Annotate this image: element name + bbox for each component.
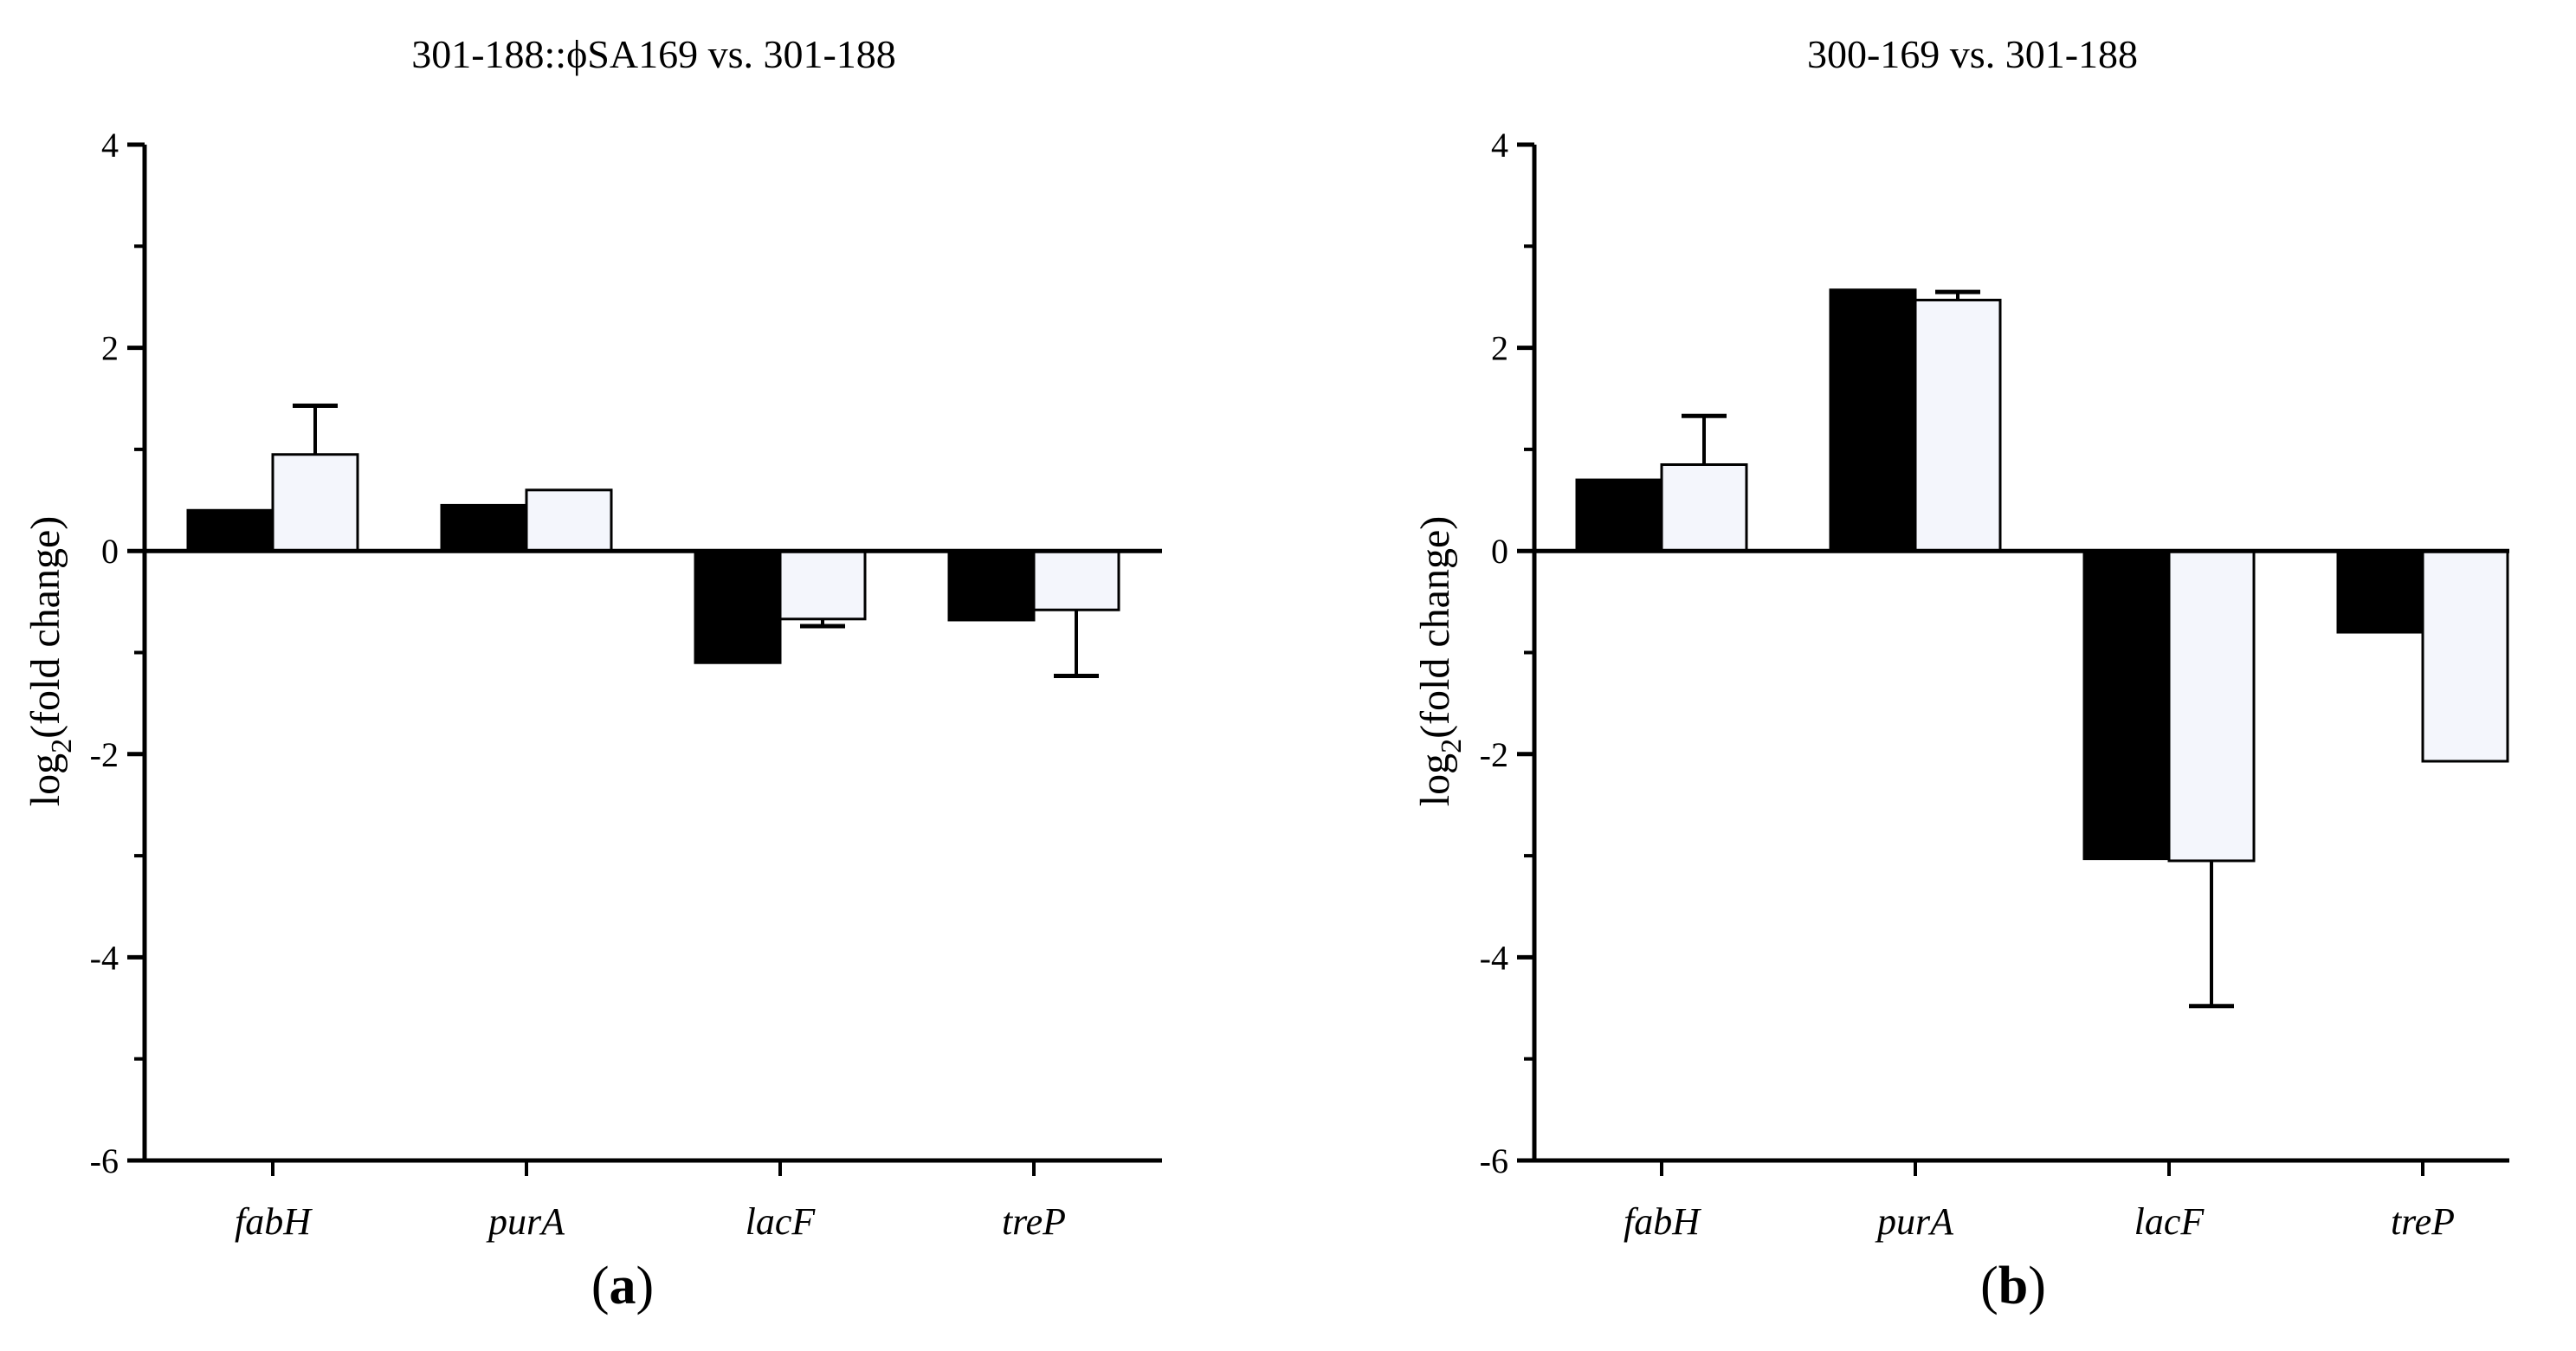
bar-lacF-series-1 (2082, 549, 2171, 861)
bar-treP-series-2 (2421, 549, 2509, 763)
bar-fabH-series-2 (271, 453, 359, 553)
bar-lacF-series-2 (2167, 549, 2256, 863)
bar-fabH-series-1 (186, 508, 274, 553)
y-tick-label: -4 (90, 938, 119, 977)
x-category-label: treP (1002, 1200, 1066, 1243)
x-category-label: purA (1875, 1200, 1954, 1243)
y-axis-label: log2(fold change) (23, 516, 78, 807)
bar-lacF-series-2 (778, 549, 867, 621)
bar-purA-series-2 (1914, 298, 2002, 553)
panel-label: (b) (1980, 1257, 2046, 1315)
y-tick-label: -6 (90, 1141, 119, 1180)
bar-purA-series-2 (525, 488, 613, 553)
y-tick-label: -2 (1480, 735, 1508, 774)
chart-title: 301-188::ϕSA169 vs. 301-188 (411, 32, 896, 76)
y-axis-label-suffix: (fold change) (1412, 516, 1458, 739)
panel-label: (a) (591, 1257, 654, 1315)
y-axis-label: log2(fold change) (1412, 516, 1468, 807)
y-axis-label-subscript: 2 (46, 739, 78, 753)
bar-lacF-series-1 (694, 549, 782, 664)
bar-treP-series-2 (1032, 549, 1120, 611)
y-tick-label: 2 (101, 329, 119, 368)
y-tick-label: 4 (101, 126, 119, 165)
y-axis-label-suffix: (fold change) (23, 516, 68, 739)
chart-panel-a: 301-188::ϕSA169 vs. 301-188-6-4-2024log2… (23, 32, 1162, 1315)
y-tick-label: 0 (101, 532, 119, 571)
y-tick-label: -2 (90, 735, 119, 774)
x-category-label: fabH (235, 1200, 313, 1243)
y-tick-label: 2 (1491, 329, 1508, 368)
x-category-label: fabH (1624, 1200, 1701, 1243)
y-axis-label-subscript: 2 (1436, 739, 1468, 753)
y-tick-label: 4 (1491, 126, 1508, 165)
panel-label-close: ) (636, 1257, 655, 1315)
chart-title: 300-169 vs. 301-188 (1807, 32, 2138, 76)
bar-purA-series-1 (1829, 288, 1917, 553)
panel-label-open: ( (591, 1257, 610, 1315)
panel-label-open: ( (1980, 1257, 1998, 1315)
y-tick-label: 0 (1491, 532, 1508, 571)
panel-label-letter: a (610, 1257, 636, 1315)
bar-treP-series-1 (2336, 549, 2424, 634)
x-category-label: purA (486, 1200, 565, 1243)
y-axis-label-prefix: log (1412, 753, 1458, 806)
bar-treP-series-1 (947, 549, 1036, 622)
panel-label-letter: b (1998, 1257, 2028, 1315)
bar-fabH-series-2 (1660, 462, 1748, 553)
x-category-label: treP (2391, 1200, 2455, 1243)
bar-fabH-series-1 (1575, 478, 1663, 553)
x-category-label: lacF (746, 1200, 817, 1243)
panel-label-close: ) (2028, 1257, 2046, 1315)
y-tick-label: -4 (1480, 938, 1508, 977)
y-axis-label-prefix: log (23, 753, 68, 806)
y-tick-label: -6 (1480, 1141, 1508, 1180)
x-category-label: lacF (2134, 1200, 2205, 1243)
bar-purA-series-1 (440, 503, 528, 553)
